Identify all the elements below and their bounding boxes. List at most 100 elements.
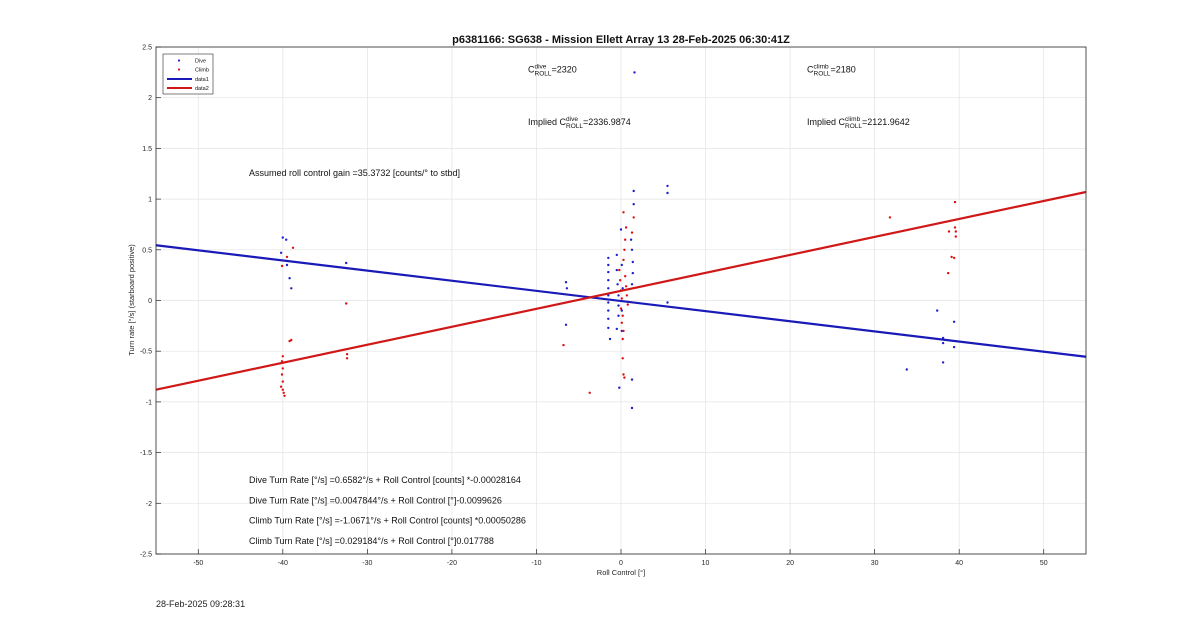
x-tick-label: -30: [362, 560, 372, 567]
climb-point: [621, 314, 624, 317]
c-roll-climb-value: =2180: [830, 64, 855, 74]
climb-point: [291, 246, 295, 249]
climb-point: [621, 357, 624, 360]
implied-climb-sup: climb: [845, 116, 861, 123]
climb-point: [622, 373, 625, 376]
dive-point: [617, 314, 620, 317]
climb-point: [281, 388, 284, 391]
roll-gain-annotation: Assumed roll control gain =35.3732 [coun…: [249, 168, 460, 178]
x-tick-label: 30: [871, 560, 879, 567]
chart-title: p6381166: SG638 - Mission Ellett Array 1…: [452, 34, 790, 46]
generated-timestamp: 28-Feb-2025 09:28:31: [156, 599, 246, 609]
climb-point: [620, 321, 623, 324]
dive-point: [620, 309, 623, 312]
dive-point: [620, 329, 623, 333]
implied-dive-sup: dive: [566, 116, 578, 123]
climb-point: [619, 307, 623, 310]
climb-point: [621, 337, 624, 341]
dive-point: [288, 277, 291, 280]
dive-point: [616, 283, 619, 286]
climb-point: [630, 231, 634, 234]
dive-point: [345, 261, 348, 265]
y-tick-label: 0.5: [142, 247, 152, 254]
climb-point: [288, 339, 291, 343]
x-tick-label: -50: [193, 560, 203, 567]
dive-point: [607, 263, 610, 267]
dive-point: [607, 287, 610, 290]
legend-data1-label: data1: [195, 77, 209, 83]
dive-point: [617, 304, 620, 307]
climb-point: [953, 200, 957, 204]
dive-point: [941, 336, 945, 340]
c-roll-climb-annotation: Cclimb ROLL=2180: [807, 63, 856, 77]
dive-point: [619, 228, 623, 231]
c-roll-dive-sub: ROLL: [535, 70, 552, 77]
climb-point: [623, 376, 626, 379]
dive-point: [607, 256, 610, 260]
fit-line-data1: [155, 244, 1087, 358]
x-tick-label: -20: [447, 560, 457, 567]
dive-point: [565, 287, 569, 290]
dive-point: [285, 238, 288, 241]
climb-point: [625, 294, 629, 297]
climb-point: [954, 230, 957, 233]
legend-dive-marker: [177, 59, 181, 62]
climb-point: [953, 226, 957, 229]
dive-point: [631, 260, 634, 264]
climb-point: [618, 268, 621, 272]
dive-point: [279, 251, 283, 254]
y-tick-label: 0: [148, 298, 152, 305]
climb-point: [281, 355, 284, 358]
dive-point: [607, 301, 610, 304]
dive-point: [936, 309, 939, 312]
climb-point: [947, 271, 950, 275]
climb-degrees-equation: Climb Turn Rate [°/s] =0.029184°/s + Rol…: [249, 536, 494, 546]
dive-point: [620, 263, 623, 267]
c-roll-climb-sub: ROLL: [814, 70, 831, 77]
dive-point: [607, 309, 610, 312]
climb-point: [632, 216, 635, 219]
climb-point: [888, 216, 892, 219]
climb-point: [624, 238, 627, 241]
climb-point: [588, 391, 591, 394]
y-tick-label: -1.5: [140, 450, 152, 457]
c-roll-dive-sup: dive: [535, 63, 547, 70]
climb-point: [280, 360, 284, 363]
climb-point: [280, 373, 284, 376]
dive-point: [952, 320, 956, 323]
climb-point: [282, 391, 285, 394]
climb-point: [622, 329, 625, 333]
dive-point: [666, 301, 669, 304]
c-roll-dive-base: C: [528, 64, 535, 74]
dive-point: [630, 283, 634, 286]
legend-climb-label: Climb: [195, 68, 209, 74]
climb-counts-equation: Climb Turn Rate [°/s] =-1.0671°/s + Roll…: [249, 516, 526, 526]
climb-point: [619, 279, 622, 282]
dive-point: [607, 294, 610, 297]
dive-point: [564, 323, 568, 326]
dive-point: [618, 386, 621, 389]
dive-point: [630, 248, 634, 251]
climb-point: [620, 297, 623, 300]
dive-point: [631, 271, 634, 275]
c-roll-climb-sup: climb: [814, 63, 830, 70]
climb-point: [285, 255, 289, 259]
y-tick-label: -2: [146, 501, 152, 508]
annotations: Cdive ROLL=2320 Cclimb ROLL=2180 Implied C…: [249, 63, 910, 546]
y-tick-label: 1: [148, 197, 152, 204]
legend-dive-label: Dive: [195, 59, 206, 65]
climb-point: [947, 230, 951, 233]
climb-point: [624, 275, 627, 278]
dive-point: [630, 406, 634, 410]
climb-point: [624, 285, 628, 288]
climb-point: [622, 211, 625, 214]
climb-point: [624, 226, 628, 229]
dive-point: [615, 253, 618, 257]
climb-point: [281, 367, 284, 370]
y-axis-label: Turn rate [°/s] (starboard positive): [127, 244, 136, 356]
climb-point: [290, 338, 293, 342]
legend: Dive Climb data1 data2: [162, 53, 214, 95]
implied-climb-value: =2121.9642: [862, 117, 910, 127]
dive-counts-equation: Dive Turn Rate [°/s] =0.6582°/s + Roll C…: [249, 475, 521, 485]
